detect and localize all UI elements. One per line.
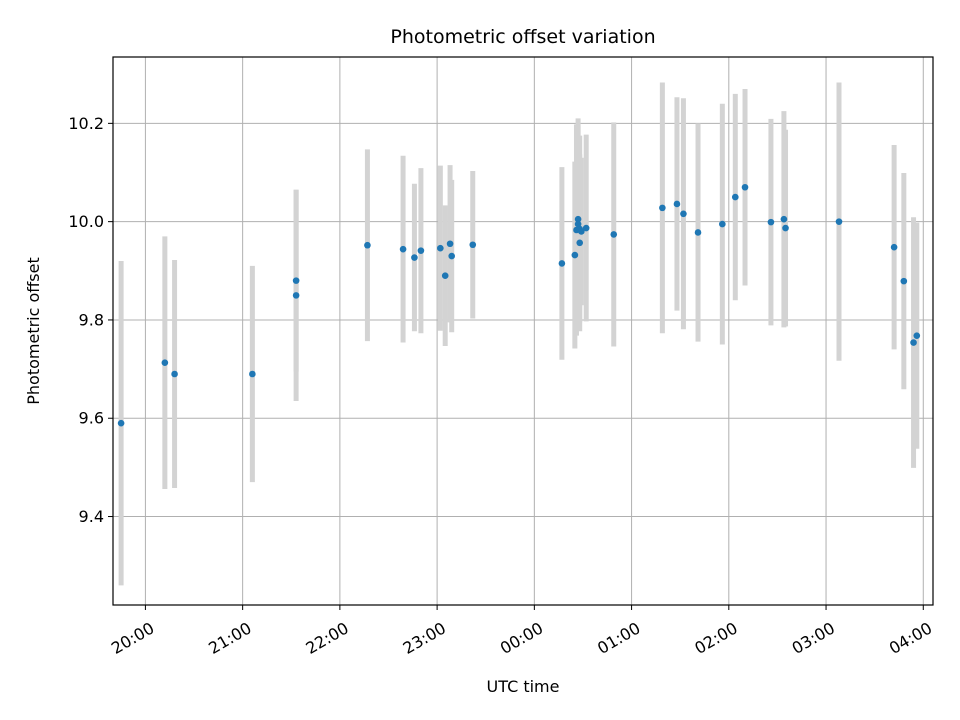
data-point: [417, 247, 425, 254]
data-point: [659, 204, 666, 212]
data-point: [292, 292, 300, 299]
data-point: [731, 193, 739, 201]
data-point: [694, 229, 702, 236]
data-point: [364, 241, 371, 249]
data-point: [680, 210, 687, 218]
data-point: [890, 243, 898, 251]
data-point: [574, 215, 582, 223]
data-point: [900, 277, 908, 285]
data-point: [249, 370, 256, 378]
plot-frame: [112, 56, 934, 606]
grid-lines: [113, 57, 933, 605]
data-point: [578, 228, 585, 235]
data-point: [780, 215, 788, 223]
data-point: [782, 224, 789, 232]
data-points: [117, 183, 921, 427]
data-point: [469, 241, 477, 249]
y-axis-label: Photometric offset: [24, 257, 43, 405]
data-point: [719, 220, 726, 228]
data-point: [117, 419, 125, 427]
data-point: [610, 231, 618, 238]
data-point: [448, 252, 455, 260]
y-axis-ticks: 9.4 9.6 9.8 10.0 10.2: [68, 114, 113, 526]
y-tick-label: 10.0: [68, 212, 104, 231]
x-axis-label: UTC time: [487, 677, 560, 696]
data-point: [741, 183, 749, 191]
data-point: [582, 224, 590, 232]
data-point: [399, 245, 407, 253]
data-point: [446, 240, 454, 248]
data-point: [161, 359, 169, 367]
y-tick-label: 9.6: [79, 409, 104, 428]
y-tick-label: 10.2: [68, 114, 104, 133]
data-point: [437, 244, 444, 252]
data-point: [767, 218, 775, 226]
y-tick-label: 9.8: [79, 310, 104, 329]
data-point: [441, 272, 449, 280]
y-tick-label: 9.4: [79, 507, 104, 526]
data-point: [171, 370, 178, 378]
data-point: [292, 277, 300, 284]
data-point: [835, 218, 843, 225]
data-point: [910, 339, 917, 346]
chart-title: Photometric offset variation: [390, 26, 655, 48]
data-point: [411, 254, 418, 261]
data-point: [571, 251, 579, 259]
data-point: [576, 239, 584, 247]
data-point: [558, 260, 566, 267]
data-point: [673, 200, 681, 208]
data-point: [913, 332, 921, 339]
